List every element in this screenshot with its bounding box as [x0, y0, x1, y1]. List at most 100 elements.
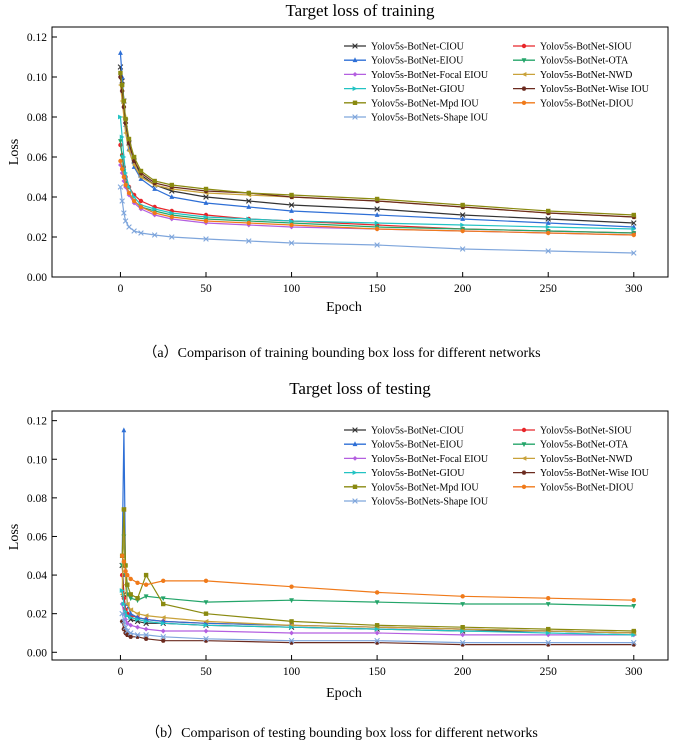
- data-point: [288, 637, 295, 644]
- data-point: [203, 186, 209, 192]
- data-point: [545, 220, 551, 225]
- data-point: [124, 620, 130, 626]
- legend-label: Yolov5s-BotNet-CIOU: [371, 426, 465, 437]
- data-point: [138, 174, 144, 180]
- data-point: [119, 170, 125, 176]
- data-point: [460, 216, 466, 221]
- data-point: [125, 572, 130, 578]
- data-point: [203, 236, 209, 242]
- data-point: [143, 632, 149, 638]
- data-point: [124, 613, 130, 619]
- y-tick-label: 0.08: [27, 493, 47, 505]
- legend-marker: [352, 100, 358, 105]
- legend-label: Yolov5s-BotNet-EIOU: [371, 56, 464, 67]
- data-point: [246, 190, 251, 196]
- legend-label: Yolov5s-BotNet-NWD: [540, 454, 632, 465]
- data-point: [122, 624, 129, 630]
- legend-item: Yolov5s-BotNet-Wise IOU: [513, 468, 650, 479]
- legend-item: Yolov5s-BotNets-Shape IOU: [344, 497, 489, 508]
- data-point: [245, 198, 252, 204]
- legend-label: Yolov5s-BotNet-Focal EIOU: [371, 70, 489, 81]
- legend-item: Yolov5s-BotNet-GIOU: [344, 468, 465, 479]
- legend-label: Yolov5s-BotNet-DIOU: [540, 482, 634, 493]
- data-point: [143, 582, 149, 587]
- legend-item: Yolov5s-BotNet-Focal EIOU: [344, 454, 489, 465]
- data-point: [289, 598, 294, 604]
- chart-title: Target loss of testing: [289, 379, 431, 398]
- data-point: [460, 228, 465, 234]
- data-point: [123, 563, 128, 568]
- data-point: [135, 580, 140, 585]
- data-point: [374, 590, 380, 595]
- data-point: [121, 154, 127, 160]
- data-point: [374, 212, 380, 217]
- y-axis-label: Loss: [7, 524, 22, 550]
- data-point: [143, 594, 149, 600]
- plot-frame: [51, 26, 669, 278]
- data-point: [203, 611, 209, 616]
- data-point: [128, 622, 134, 628]
- legend-item: Yolov5s-BotNet-Focal EIOU: [344, 70, 489, 81]
- y-tick-label: 0.06: [27, 531, 47, 543]
- data-point: [203, 200, 209, 205]
- legend-label: Yolov5s-BotNet-Wise IOU: [540, 84, 650, 95]
- data-point: [128, 634, 134, 639]
- data-point: [125, 582, 130, 587]
- data-point: [289, 630, 294, 636]
- chart-caption: （b）Comparison of testing bounding box lo…: [146, 725, 538, 741]
- legend-label: Yolov5s-BotNet-CIOU: [371, 42, 465, 53]
- data-point: [631, 226, 637, 232]
- data-point: [135, 624, 140, 630]
- legend-item: Yolov5s-BotNet-NWD: [513, 70, 632, 81]
- data-point: [128, 610, 134, 616]
- data-point: [289, 622, 294, 628]
- data-point: [118, 158, 123, 164]
- data-point: [160, 628, 166, 634]
- data-point: [138, 176, 144, 181]
- data-point: [152, 206, 158, 212]
- x-axis: 0 50 100 150 200 250 300: [118, 272, 643, 295]
- data-point: [203, 600, 209, 605]
- data-point: [131, 228, 137, 234]
- legend-item: Yolov5s-BotNet-SIOU: [513, 42, 633, 53]
- x-tick-label: 50: [200, 283, 212, 295]
- legend-label: Yolov5s-BotNet-Mpd IOU: [371, 482, 479, 493]
- legend-label: Yolov5s-BotNet-SIOU: [540, 42, 633, 53]
- legend-item: Yolov5s-BotNet-OTA: [513, 440, 629, 451]
- data-point: [203, 194, 209, 200]
- legend-label: Yolov5s-BotNet-DIOU: [540, 98, 634, 109]
- data-point: [131, 198, 137, 204]
- data-point: [119, 553, 125, 558]
- series-Yolov5s-BotNet-Mpd-IOU: [118, 70, 636, 218]
- data-point: [123, 182, 128, 188]
- data-point: [118, 50, 123, 55]
- data-point: [117, 184, 124, 190]
- data-point: [545, 216, 552, 222]
- data-point: [460, 222, 466, 228]
- data-point: [374, 626, 380, 632]
- y-tick-label: 0.04: [27, 192, 47, 204]
- x-axis: 0 50 100 150 200 250 300: [118, 655, 643, 678]
- data-point: [546, 230, 551, 236]
- series-Yolov5s-BotNet-GIOU: [118, 114, 637, 232]
- legend-label: Yolov5s-BotNet-SIOU: [540, 426, 633, 437]
- legend-item: Yolov5s-BotNet-Mpd IOU: [344, 482, 479, 493]
- series-Yolov5s-BotNet-GIOU: [119, 588, 637, 638]
- data-point: [545, 602, 551, 607]
- data-point: [131, 154, 137, 160]
- data-point: [203, 622, 209, 628]
- data-point: [374, 220, 380, 226]
- data-point: [545, 224, 551, 230]
- data-point: [121, 601, 127, 607]
- legend-marker: [521, 484, 527, 489]
- data-point: [460, 624, 465, 630]
- series-Yolov5s-BotNets-Shape-IOU: [117, 184, 637, 256]
- data-point: [460, 602, 466, 607]
- data-point: [119, 166, 125, 172]
- x-tick-label: 50: [200, 666, 212, 678]
- data-point: [160, 620, 166, 626]
- data-point: [128, 592, 133, 597]
- data-point: [128, 607, 134, 613]
- data-point: [545, 248, 552, 254]
- data-point: [152, 210, 157, 216]
